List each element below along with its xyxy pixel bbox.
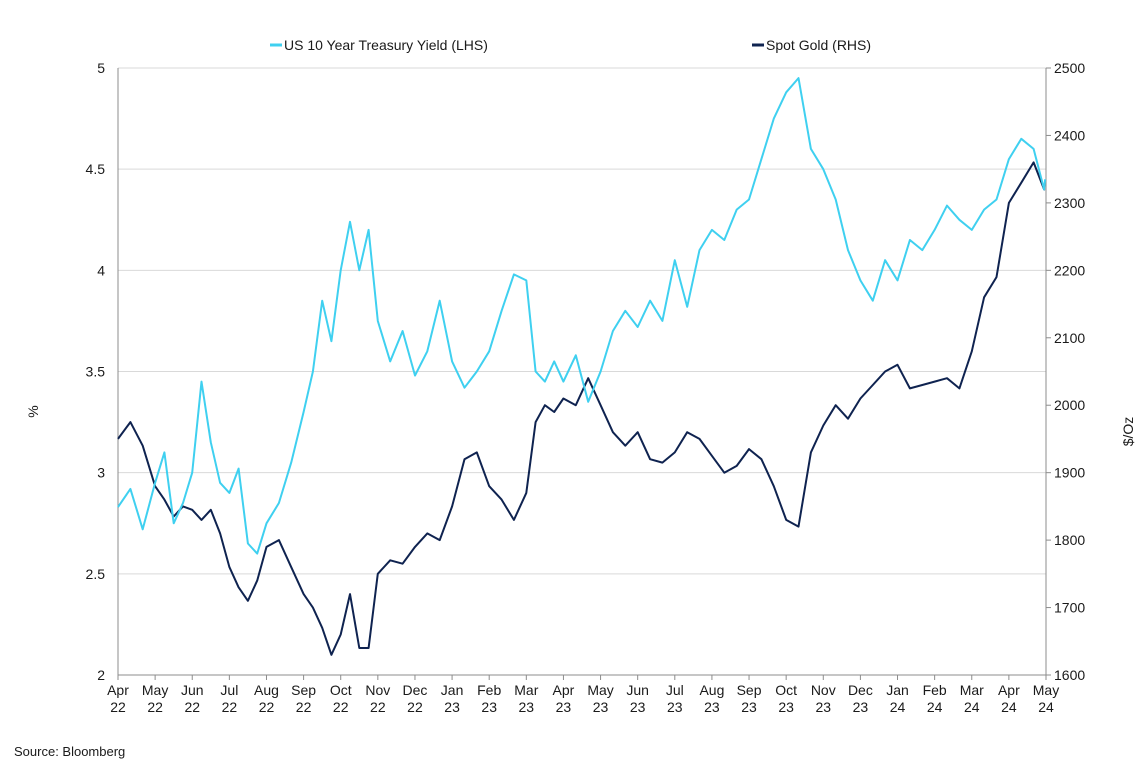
x-tick-label-month: Apr — [107, 682, 129, 698]
y-right-tick-label: 1600 — [1054, 667, 1085, 683]
x-tick-label-year: 24 — [927, 699, 943, 715]
y-right-tick-label: 2500 — [1054, 60, 1085, 76]
treasury-yield-line — [117, 77, 1047, 555]
x-tick-label-month: Jun — [181, 682, 204, 698]
x-tick-label-year: 23 — [593, 699, 609, 715]
y-left-tick-label: 3.5 — [86, 364, 106, 380]
x-tick-label-year: 24 — [890, 699, 906, 715]
x-tick-label-month: Dec — [848, 682, 873, 698]
x-tick-label-year: 23 — [704, 699, 720, 715]
x-tick-label-month: Oct — [330, 682, 352, 698]
x-tick-label-month: Feb — [923, 682, 947, 698]
x-tick-label-year: 23 — [630, 699, 646, 715]
x-tick-label-year: 23 — [481, 699, 497, 715]
x-tick-label-year: 23 — [741, 699, 757, 715]
legend-treasury-label: US 10 Year Treasury Yield (LHS) — [284, 37, 488, 53]
x-tick-label-month: Sep — [291, 682, 316, 698]
x-tick-label-year: 24 — [1038, 699, 1054, 715]
spot-gold-line — [117, 161, 1046, 656]
y-right-tick-label: 2100 — [1054, 330, 1085, 346]
x-tick-label-month: Jun — [626, 682, 649, 698]
x-tick-label-year: 23 — [778, 699, 794, 715]
x-tick-label-year: 22 — [259, 699, 275, 715]
x-tick-label-month: Jan — [441, 682, 464, 698]
x-tick-label-year: 22 — [296, 699, 312, 715]
y-left-tick-label: 3 — [97, 465, 105, 481]
x-tick-label-month: May — [142, 682, 168, 698]
x-tick-label-month: Aug — [699, 682, 724, 698]
y-right-tick-label: 2300 — [1054, 195, 1085, 211]
x-tick-label-month: Feb — [477, 682, 501, 698]
x-tick-label-year: 22 — [407, 699, 423, 715]
x-tick-label-year: 23 — [556, 699, 572, 715]
y-right-tick-label: 2400 — [1054, 127, 1085, 143]
x-tick-label-month: Mar — [960, 682, 984, 698]
y-right-tick-label: 2200 — [1054, 262, 1085, 278]
y-right-tick-label: 1900 — [1054, 465, 1085, 481]
y-right-axis-title: $/Oz — [1120, 417, 1136, 447]
x-tick-label-year: 23 — [519, 699, 535, 715]
y-left-tick-label: 4.5 — [86, 161, 106, 177]
x-tick-label-month: Jul — [666, 682, 684, 698]
x-tick-label-month: Nov — [365, 682, 390, 698]
y-right-tick-label: 1700 — [1054, 600, 1085, 616]
x-tick-label-year: 23 — [667, 699, 683, 715]
x-tick-label-month: Jul — [220, 682, 238, 698]
y-left-tick-label: 4 — [97, 262, 105, 278]
x-tick-label-month: Sep — [737, 682, 762, 698]
x-tick-label-month: Jan — [886, 682, 909, 698]
x-tick-label-year: 23 — [853, 699, 869, 715]
x-tick-label-year: 22 — [370, 699, 386, 715]
x-tick-label-year: 22 — [222, 699, 238, 715]
x-tick-label-year: 23 — [815, 699, 831, 715]
x-tick-label-month: Apr — [553, 682, 575, 698]
x-tick-label-year: 22 — [147, 699, 163, 715]
x-tick-label-month: Mar — [514, 682, 538, 698]
legend-gold-label: Spot Gold (RHS) — [766, 37, 871, 53]
x-tick-label-year: 23 — [444, 699, 460, 715]
source-note: Source: Bloomberg — [14, 744, 126, 759]
y-left-tick-label: 2 — [97, 667, 105, 683]
x-tick-label-month: Aug — [254, 682, 279, 698]
y-right-tick-label: 2000 — [1054, 397, 1085, 413]
x-tick-label-month: May — [587, 682, 613, 698]
x-tick-label-month: Oct — [775, 682, 797, 698]
x-tick-label-month: Nov — [811, 682, 836, 698]
x-tick-label-year: 22 — [184, 699, 200, 715]
x-tick-label-year: 22 — [333, 699, 349, 715]
x-tick-label-month: Apr — [998, 682, 1020, 698]
y-left-tick-label: 2.5 — [86, 566, 106, 582]
x-tick-label-year: 24 — [964, 699, 980, 715]
x-tick-label-year: 24 — [1001, 699, 1017, 715]
x-tick-label-month: May — [1033, 682, 1059, 698]
x-tick-label-month: Dec — [403, 682, 428, 698]
y-left-axis-title: % — [25, 405, 41, 417]
x-tick-label-year: 22 — [110, 699, 126, 715]
y-left-tick-label: 5 — [97, 60, 105, 76]
y-right-tick-label: 1800 — [1054, 532, 1085, 548]
